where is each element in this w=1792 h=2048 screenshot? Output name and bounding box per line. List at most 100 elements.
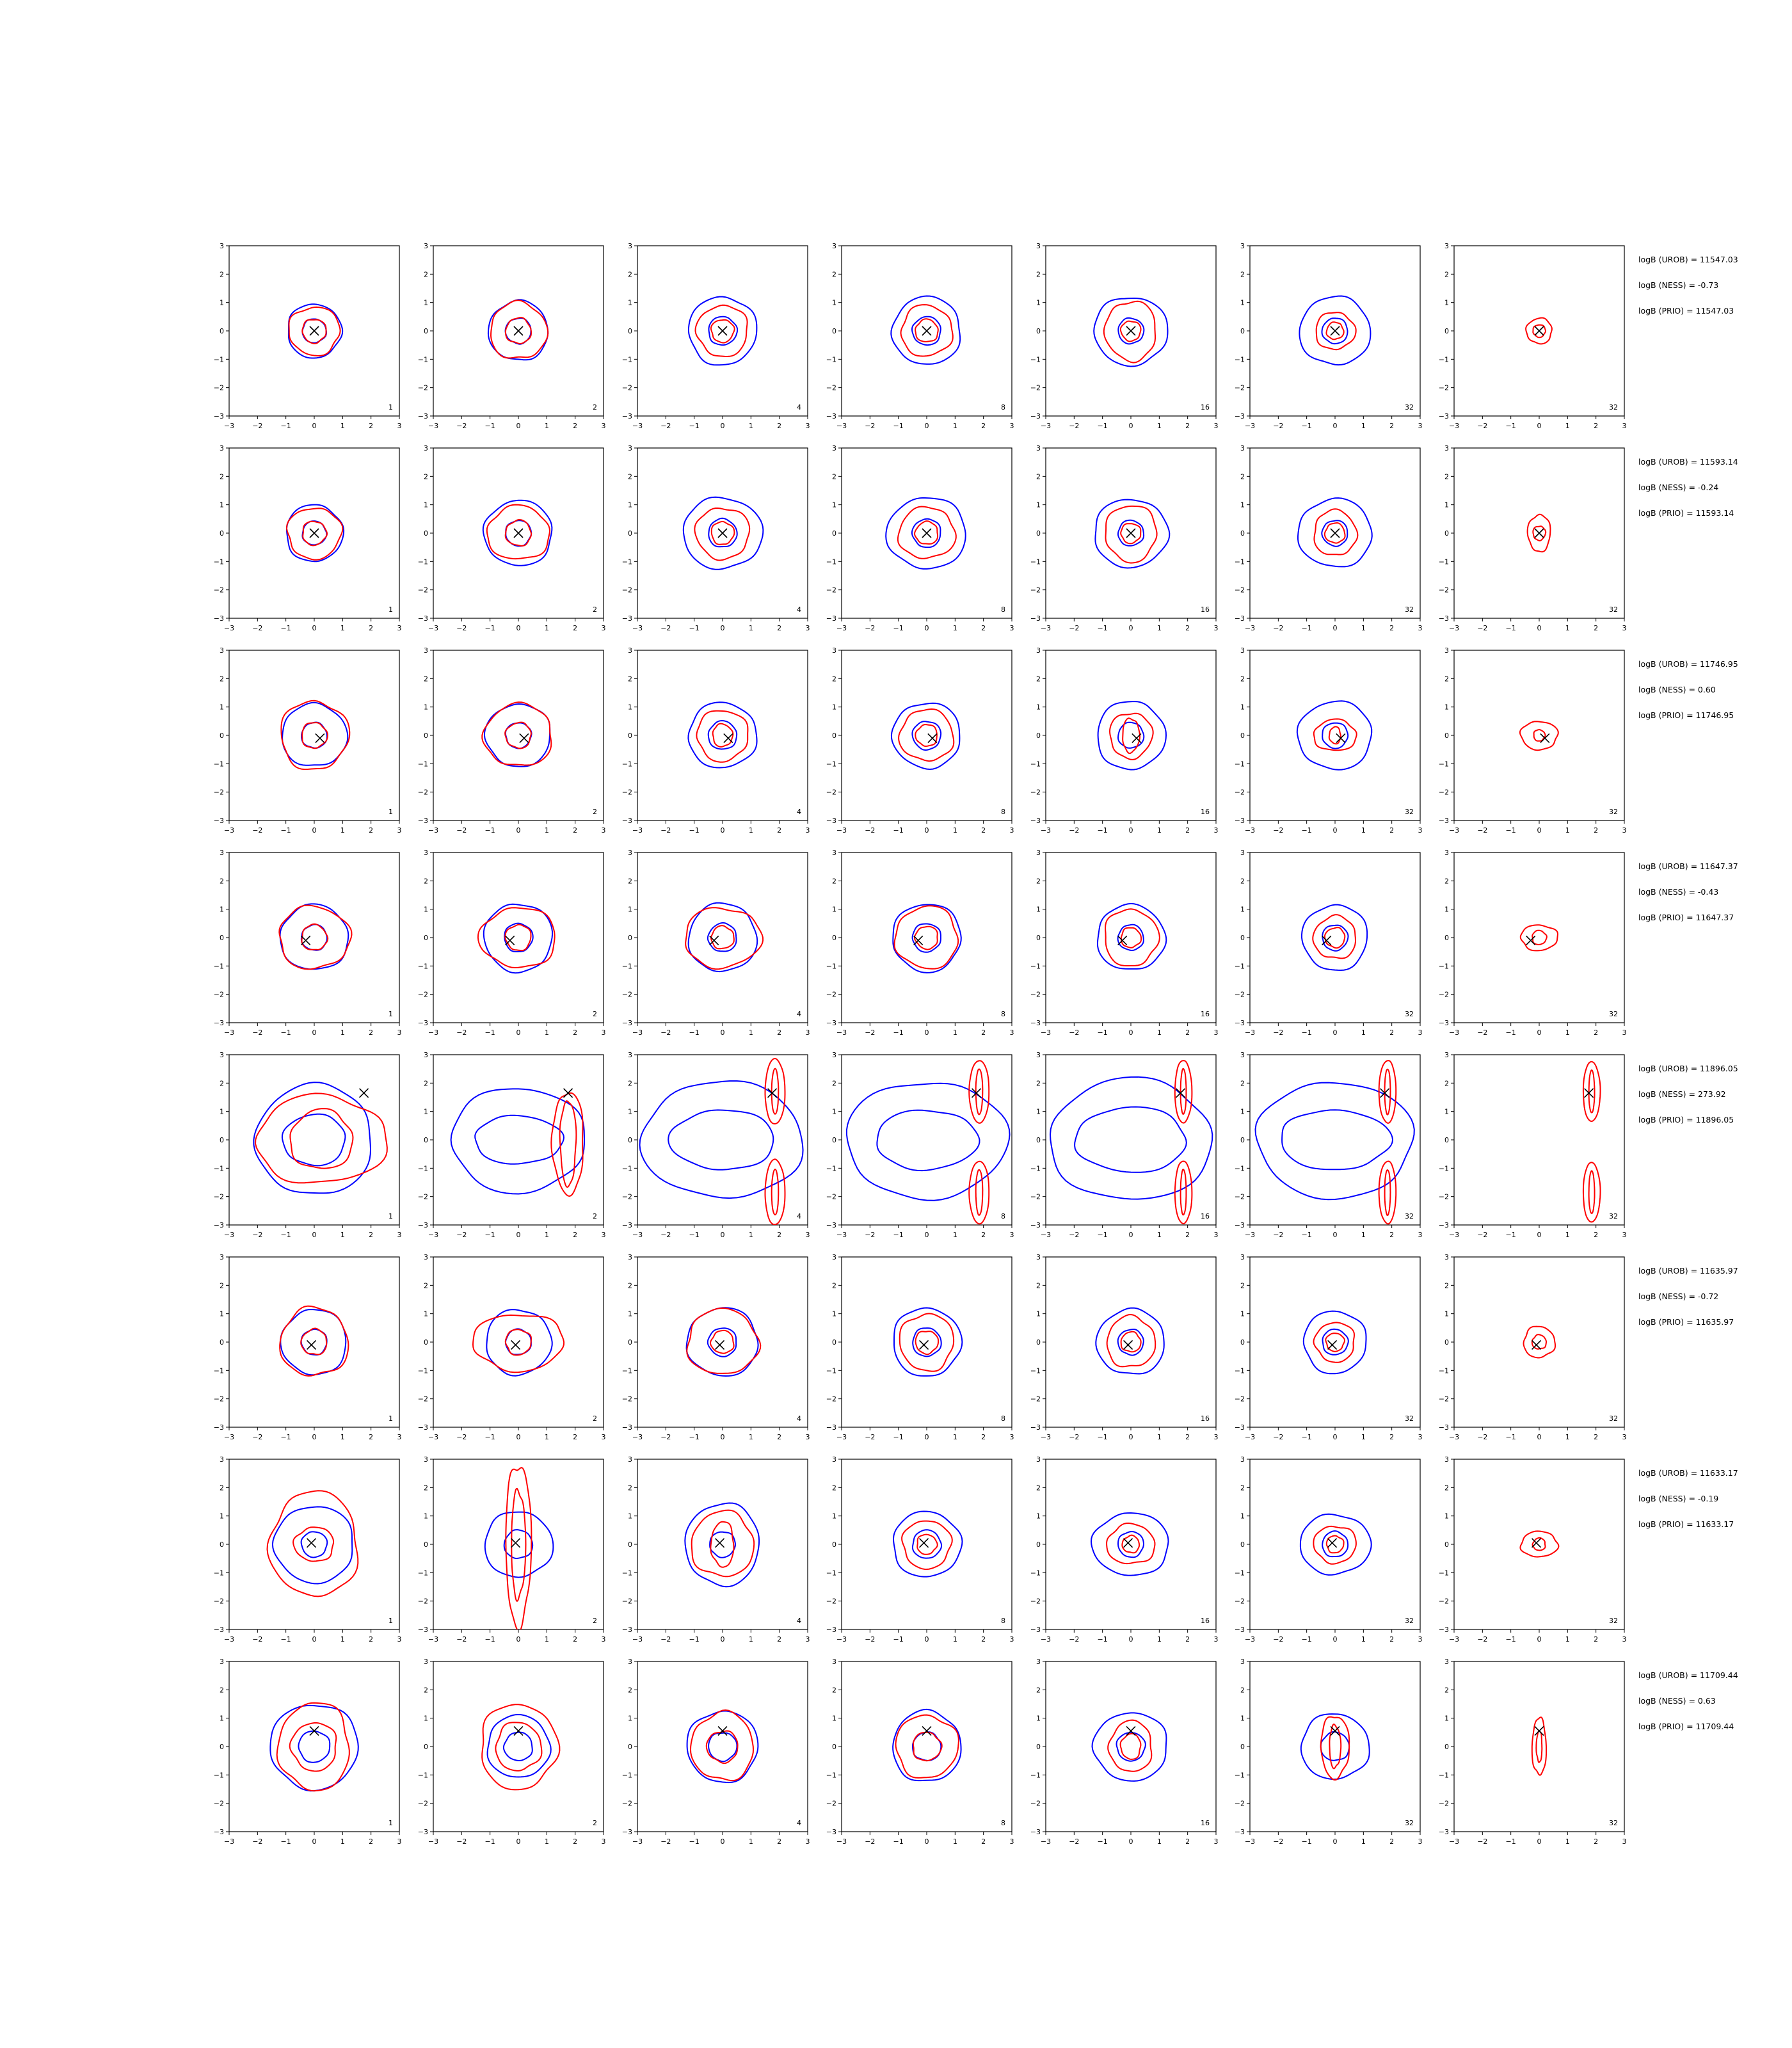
x-tick-label: 1 xyxy=(749,1028,753,1037)
x-tick-label: 1 xyxy=(545,1433,549,1441)
x-tick-label: −2 xyxy=(660,1433,671,1441)
x-tick-label: 1 xyxy=(749,826,753,835)
y-tick-label: −3 xyxy=(1235,1019,1245,1027)
x-tick-label: 2 xyxy=(1594,1433,1598,1441)
red-contour xyxy=(1122,717,1140,755)
x-tick-label: −2 xyxy=(660,1635,671,1644)
x-tick-label: −3 xyxy=(1245,1635,1255,1644)
blue-contour xyxy=(282,701,349,766)
red-contour xyxy=(895,1714,959,1779)
x-tick-label: 2 xyxy=(369,1837,373,1846)
x-tick-label: 0 xyxy=(1333,1231,1338,1239)
x-tick-label: −3 xyxy=(632,826,643,835)
red-contour xyxy=(481,701,552,766)
y-tick-label: 1 xyxy=(424,501,428,509)
y-tick-label: −1 xyxy=(622,962,632,970)
x-tick-label: −1 xyxy=(1302,422,1312,430)
y-tick-label: 0 xyxy=(1444,732,1449,740)
red-contour xyxy=(916,1533,938,1555)
row-stat-text: logB (PRIO) = 11647.37 xyxy=(1638,913,1734,922)
y-tick-label: −1 xyxy=(214,557,224,566)
panel-corner-label: 32 xyxy=(1405,1212,1414,1220)
x-tick-label: 3 xyxy=(1214,1231,1219,1239)
red-contour xyxy=(1531,1716,1547,1776)
x-marker xyxy=(1126,1726,1136,1736)
panel-frame xyxy=(1249,1459,1421,1630)
panel-r7-c6: −3−3 −2 −2 −1 −1 0 0 1 1 2 2 3 3 32 xyxy=(1235,1455,1423,1644)
x-tick-label: 3 xyxy=(602,1635,606,1644)
red-contour xyxy=(1582,1060,1601,1123)
x-marker xyxy=(922,1726,932,1736)
y-tick-label: −1 xyxy=(1439,1164,1449,1172)
x-tick-label: −1 xyxy=(689,422,700,430)
y-tick-label: 0 xyxy=(1444,327,1449,335)
x-tick-label: −2 xyxy=(865,1837,875,1846)
x-tick-label: 2 xyxy=(369,1433,373,1441)
red-contour xyxy=(301,319,327,344)
blue-contour xyxy=(271,1506,353,1585)
x-tick-label: 1 xyxy=(953,1433,957,1441)
red-contour xyxy=(689,1709,755,1782)
row-stat-text: logB (NESS) = 0.63 xyxy=(1638,1696,1716,1706)
panel-r6-c4: −3−3 −2 −2 −1 −1 0 0 1 1 2 2 3 3 8 xyxy=(826,1253,1014,1441)
x-tick-label: 3 xyxy=(806,1837,810,1846)
y-tick-label: −3 xyxy=(418,614,428,623)
y-tick-label: −3 xyxy=(622,1019,632,1027)
y-tick-label: −2 xyxy=(1030,1193,1041,1201)
x-tick-label: 0 xyxy=(1537,1837,1542,1846)
panel-corner-label: 16 xyxy=(1201,1819,1210,1827)
y-tick-label: −2 xyxy=(214,788,224,797)
blue-contour xyxy=(1299,295,1372,366)
y-tick-label: 0 xyxy=(832,529,836,538)
y-tick-label: −1 xyxy=(1235,557,1245,566)
x-marker xyxy=(309,1726,319,1736)
red-contour xyxy=(278,904,353,970)
x-tick-label: −3 xyxy=(224,1231,234,1239)
x-tick-label: 1 xyxy=(953,1231,957,1239)
blue-contour xyxy=(686,1710,759,1784)
panel-corner-label: 4 xyxy=(797,1414,801,1423)
y-tick-label: 0 xyxy=(220,1136,224,1144)
x-marker xyxy=(359,1088,369,1098)
x-marker xyxy=(919,1538,929,1548)
y-tick-label: 0 xyxy=(1240,732,1245,740)
red-contour xyxy=(550,1092,584,1197)
x-tick-label: 3 xyxy=(1622,1028,1627,1037)
y-tick-label: 2 xyxy=(1444,1686,1449,1694)
y-tick-label: −3 xyxy=(622,1828,632,1836)
x-tick-label: 1 xyxy=(340,1635,345,1644)
panel-r7-c3: −3−3 −2 −2 −1 −1 0 0 1 1 2 2 3 3 4 xyxy=(622,1455,810,1644)
x-tick-label: 2 xyxy=(1185,624,1190,632)
x-tick-label: 3 xyxy=(1418,826,1423,835)
red-contour xyxy=(771,1068,780,1115)
x-tick-label: 0 xyxy=(312,1028,317,1037)
panel-corner-label: 1 xyxy=(388,403,393,412)
x-tick-label: −3 xyxy=(428,1635,438,1644)
x-tick-label: 0 xyxy=(312,1231,317,1239)
y-tick-label: 0 xyxy=(1036,1338,1041,1347)
panel-corner-label: 1 xyxy=(388,1819,393,1827)
panel-r8-c2: −3−3 −2 −2 −1 −1 0 0 1 1 2 2 3 3 2 xyxy=(418,1658,606,1846)
x-tick-label: 2 xyxy=(981,826,986,835)
red-contour xyxy=(915,724,938,748)
x-tick-label: −1 xyxy=(1302,624,1312,632)
blue-contour xyxy=(708,1732,738,1763)
y-tick-label: 2 xyxy=(1240,1686,1245,1694)
x-tick-label: 2 xyxy=(369,1028,373,1037)
x-tick-label: 1 xyxy=(953,1635,957,1644)
red-contour xyxy=(1519,1530,1560,1558)
y-tick-label: −3 xyxy=(1235,1423,1245,1432)
y-tick-label: −1 xyxy=(826,962,836,970)
red-contour xyxy=(1325,1535,1345,1554)
y-tick-label: 2 xyxy=(832,1079,836,1087)
red-contour xyxy=(1107,1719,1153,1772)
red-contour xyxy=(486,504,551,560)
panel-frame xyxy=(1453,1459,1625,1630)
y-tick-label: 3 xyxy=(1240,242,1245,250)
red-contour xyxy=(1525,317,1553,345)
blue-contour xyxy=(483,903,553,974)
red-contour xyxy=(1324,522,1346,544)
y-tick-label: −2 xyxy=(826,1193,836,1201)
x-tick-label: 3 xyxy=(1418,1635,1423,1644)
x-tick-label: −2 xyxy=(252,826,262,835)
